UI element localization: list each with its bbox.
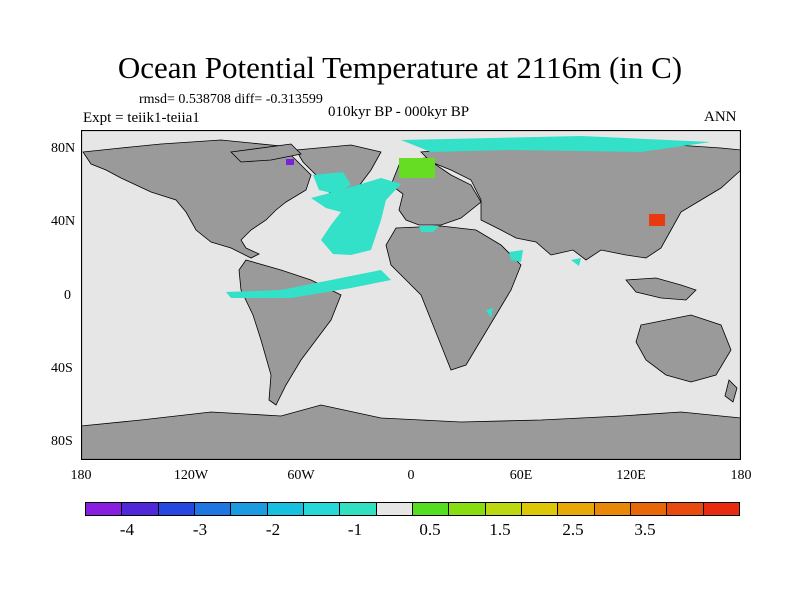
colorbar-swatch: [231, 503, 268, 515]
colorbar-swatch: [86, 503, 123, 515]
colorbar-swatch: [303, 503, 341, 515]
colorbar: [85, 502, 740, 516]
baffin-bay-cooling: [286, 159, 294, 165]
equatorial-atlantic-cooling: [226, 270, 391, 298]
africa: [385, 225, 522, 371]
x-tick-label: 120E: [616, 468, 646, 483]
colorbar-swatch: [594, 503, 631, 515]
colorbar-swatch: [376, 503, 413, 515]
colorbar-label: -1: [347, 520, 363, 539]
y-tick-label: 80S: [51, 434, 73, 449]
norwegian-sea-warming: [399, 158, 435, 178]
arabian-sea-cooling: [509, 250, 523, 262]
arctic-margin-cooling: [401, 136, 711, 152]
x-tick-label: 60W: [287, 468, 315, 483]
rmsd-diff-stats: rmsd= 0.538708 diff= -0.313599: [139, 92, 323, 107]
colorbar-swatch: [449, 503, 486, 515]
plot-title: Ocean Potential Temperature at 2116m (in…: [117, 50, 683, 85]
colorbar-swatch: [485, 503, 522, 515]
colorbar-swatch: [267, 503, 304, 515]
sea-of-japan-warming: [649, 214, 665, 226]
y-tick-label: 0: [64, 288, 71, 303]
colorbar-swatch: [703, 503, 739, 515]
colorbar-swatch: [194, 503, 232, 515]
experiment-label: Expt = teiik1-teiia1: [83, 110, 200, 126]
colorbar-swatch: [412, 503, 450, 515]
x-tick-label: 180: [730, 468, 752, 483]
y-tick-label: 40N: [51, 214, 76, 229]
asia: [420, 141, 741, 261]
colorbar-swatch: [521, 503, 559, 515]
colorbar-label: -4: [119, 520, 135, 539]
bay-of-bengal-cooling: [571, 258, 581, 266]
anomaly-cooling-regions: [226, 136, 711, 318]
map-border: [81, 130, 741, 460]
north-atlantic-cooling: [311, 178, 401, 255]
colorbar-swatch: [122, 503, 159, 515]
x-tick-label: 180: [70, 468, 92, 483]
colorbar-label: 3.5: [634, 520, 656, 539]
maritime-continent: [625, 277, 697, 301]
arctic-islands: [230, 143, 302, 163]
colorbar-swatch: [340, 503, 377, 515]
x-tick-label: 60E: [509, 468, 533, 483]
y-tick-label: 80N: [51, 141, 76, 156]
mediterranean-cooling: [419, 226, 439, 232]
x-tick-label: 120W: [173, 468, 209, 483]
colorbar-swatch: [558, 503, 595, 515]
east-african-cooling: [486, 308, 493, 318]
colorbar-swatch: [667, 503, 704, 515]
colorbar-label: 0.5: [419, 520, 441, 539]
colorbar-label: -2: [265, 520, 281, 539]
antarctica: [81, 404, 741, 460]
australia: [635, 314, 732, 383]
colorbar-label: -3: [192, 520, 208, 539]
season-label: ANN: [704, 109, 737, 125]
new-zealand: [724, 379, 738, 403]
colorbar-swatch: [158, 503, 195, 515]
colorbar-swatch: [630, 503, 668, 515]
y-tick-label: 40S: [51, 361, 73, 376]
world-map: [81, 130, 741, 460]
colorbar-label: 2.5: [562, 520, 584, 539]
period-label: 010kyr BP - 000kyr BP: [328, 104, 470, 120]
x-tick-label: 0: [407, 468, 415, 483]
colorbar-label: 1.5: [489, 520, 511, 539]
labrador-cooling: [313, 172, 351, 194]
